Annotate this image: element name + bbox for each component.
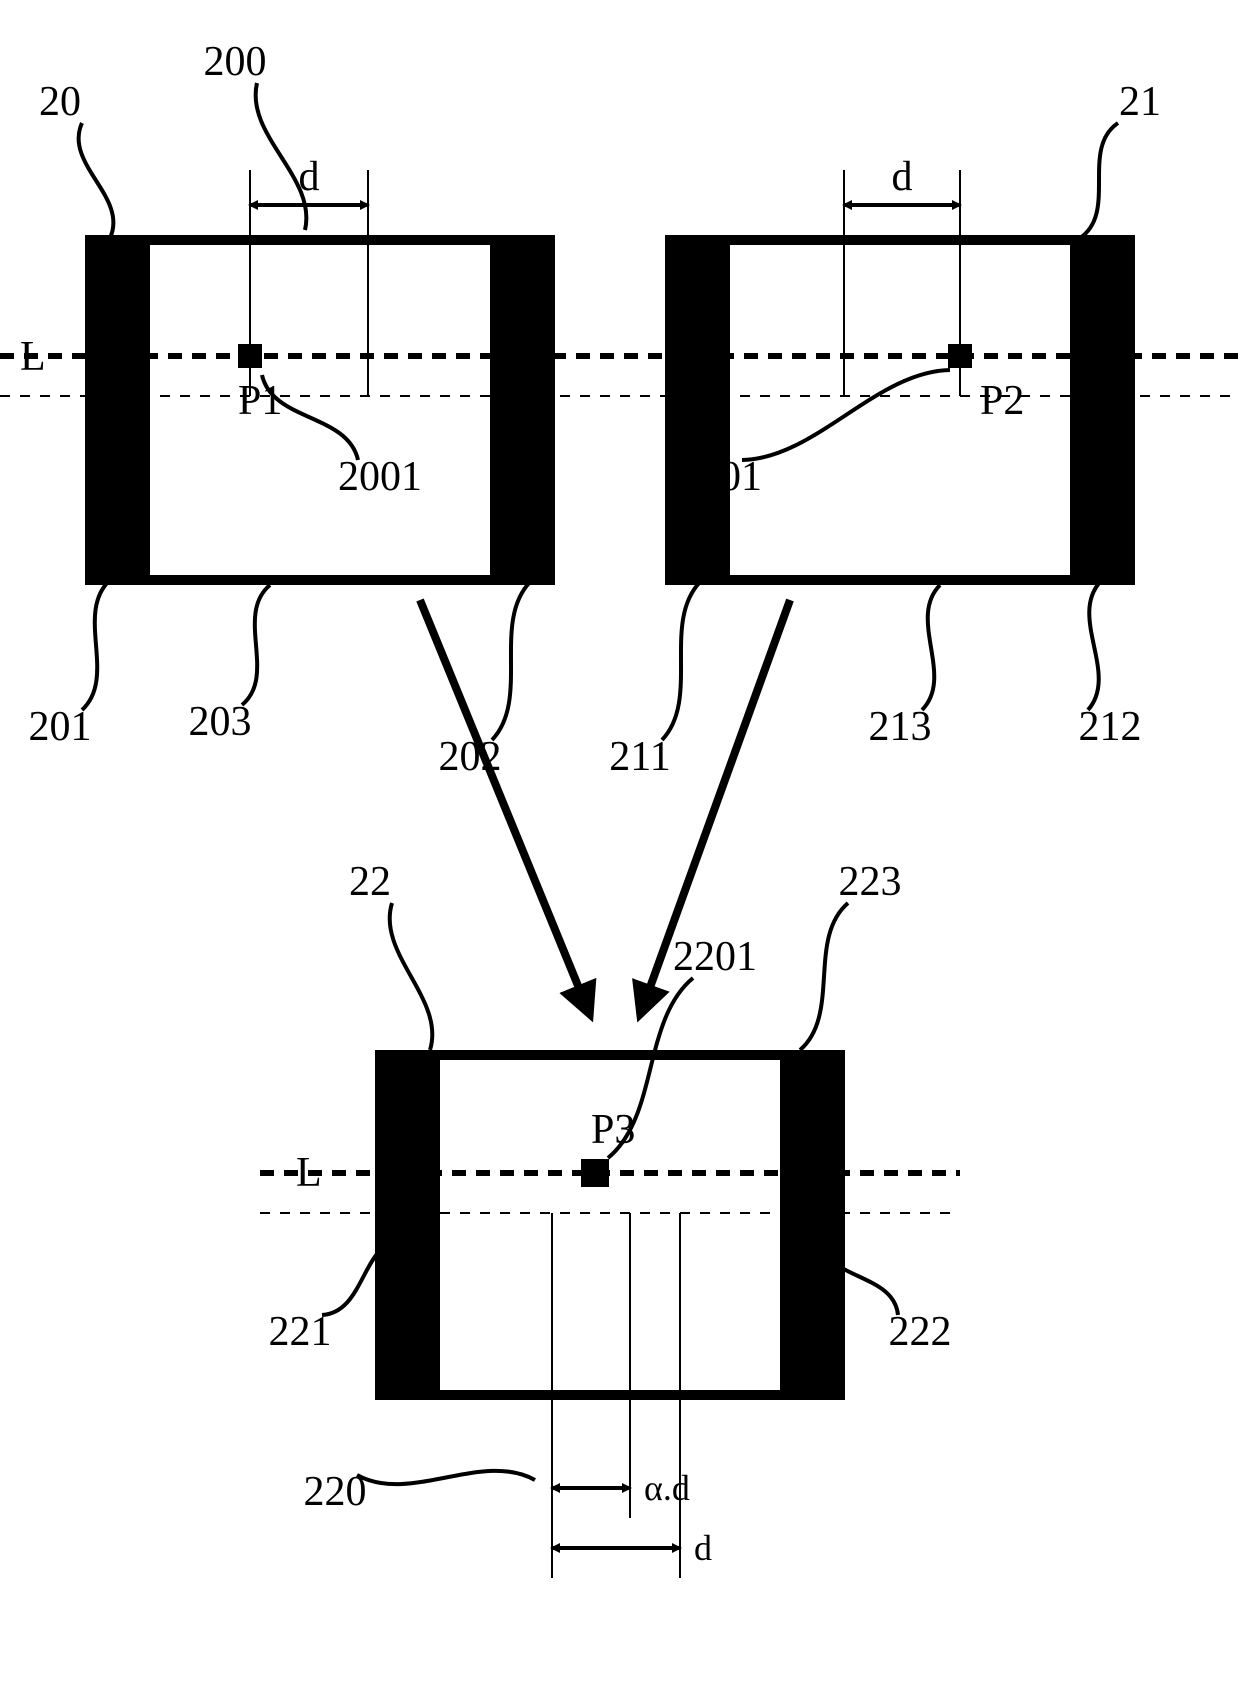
ref-2001: 2001 [338, 454, 422, 500]
dim-d-bottom-label: d [694, 1528, 712, 1568]
leader-20 [79, 123, 114, 238]
ref-201: 201 [29, 704, 92, 750]
ref-221: 221 [269, 1309, 332, 1355]
dim-alpha-d-label: α.d [644, 1468, 690, 1508]
leader-22 [390, 903, 433, 1050]
leader-211 [662, 582, 700, 740]
leader-201 [82, 580, 110, 710]
leader-21 [1080, 123, 1118, 238]
box-left-20 [90, 240, 550, 580]
ref-212: 212 [1079, 704, 1142, 750]
box-bottom-22 [380, 1055, 840, 1395]
ref-202: 202 [439, 734, 502, 780]
leader-220 [357, 1471, 535, 1484]
leader-203 [242, 585, 270, 705]
ref-200: 200 [204, 39, 267, 85]
point-P1-label: P1 [238, 378, 282, 424]
label-L-bottom: L [296, 1150, 322, 1196]
leader-202 [492, 582, 530, 740]
leader-212 [1088, 582, 1100, 710]
ref-222: 222 [889, 1309, 952, 1355]
label-L-top: L [20, 334, 46, 380]
ref-22: 22 [349, 859, 391, 905]
ref-20: 20 [39, 79, 81, 125]
ref-21: 21 [1119, 79, 1161, 125]
ref-203: 203 [189, 699, 252, 745]
point-P3 [581, 1159, 609, 1187]
ref-211: 211 [609, 734, 670, 780]
leader-2101 [742, 370, 950, 460]
dim-d-right-label: d [892, 154, 913, 200]
box-right-21 [670, 240, 1130, 580]
ref-223: 223 [839, 859, 902, 905]
point-P2-label: P2 [980, 378, 1024, 424]
ref-213: 213 [869, 704, 932, 750]
ref-2201: 2201 [673, 934, 757, 980]
leader-223 [800, 903, 848, 1050]
arrow-left-to-bottom [420, 600, 590, 1015]
leader-213 [922, 585, 940, 710]
